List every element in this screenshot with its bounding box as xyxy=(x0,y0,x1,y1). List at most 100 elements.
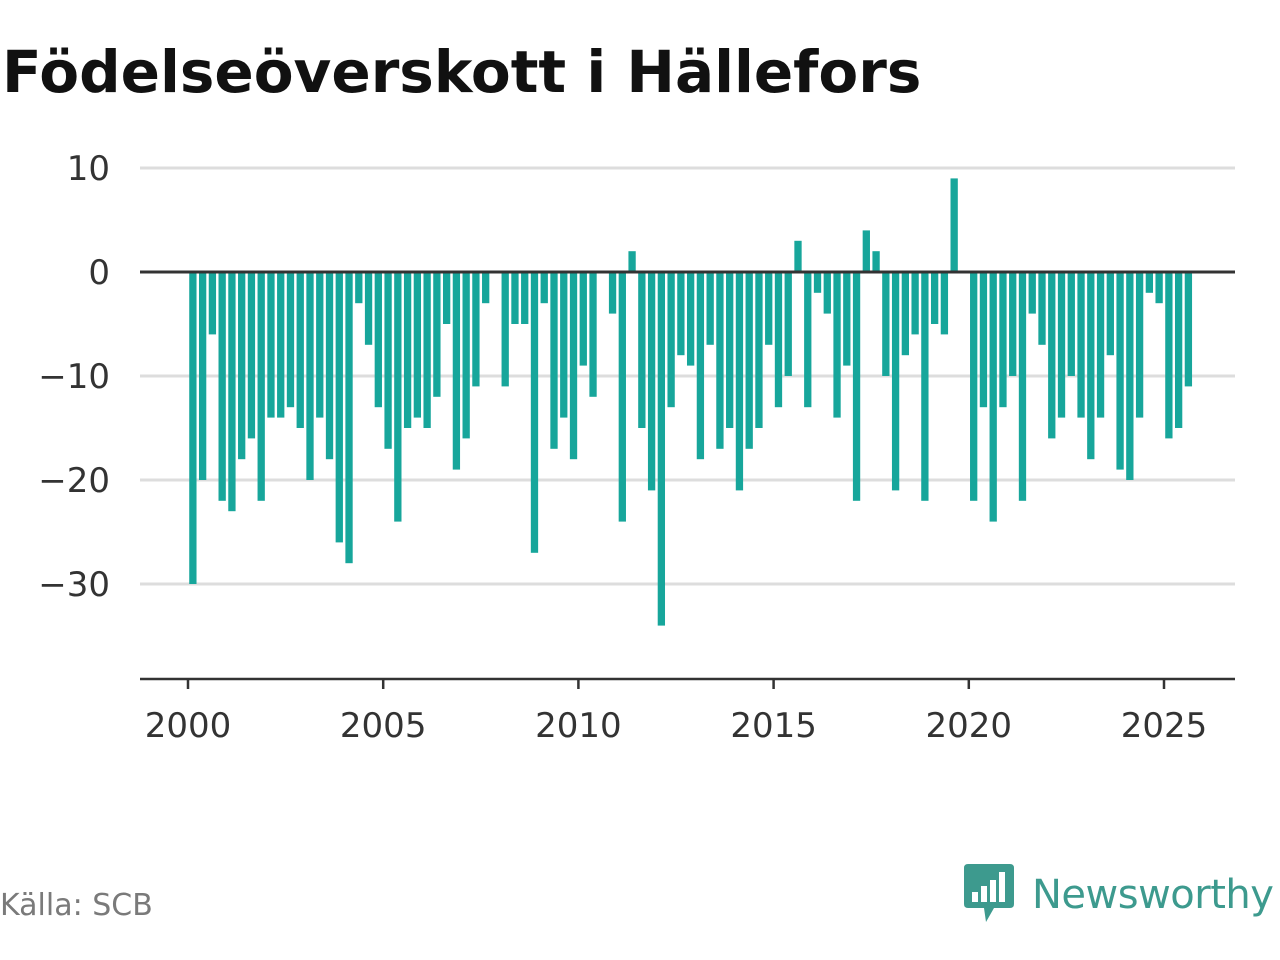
bar xyxy=(257,272,265,501)
bar xyxy=(345,272,353,564)
y-tick-label: −10 xyxy=(38,357,110,397)
bar xyxy=(1135,272,1144,418)
bar xyxy=(1174,272,1183,428)
bar xyxy=(686,272,695,366)
bar xyxy=(569,272,578,460)
bar xyxy=(1155,272,1163,304)
bar xyxy=(755,272,763,428)
bar xyxy=(716,272,724,449)
x-tick-label: 2005 xyxy=(340,706,427,746)
bar xyxy=(433,272,441,397)
bar xyxy=(316,272,324,418)
bar xyxy=(384,272,392,449)
bar xyxy=(511,272,519,324)
y-tick-label: 10 xyxy=(67,149,110,189)
bar xyxy=(1184,272,1193,387)
bar xyxy=(423,272,431,428)
bar xyxy=(238,272,246,460)
bar xyxy=(335,272,343,543)
bar xyxy=(921,272,929,501)
newsworthy-logo-icon xyxy=(964,864,1014,922)
bar xyxy=(442,272,451,324)
bar xyxy=(550,272,558,449)
bar xyxy=(618,272,626,522)
x-tick-label: 2025 xyxy=(1121,706,1208,746)
bar xyxy=(1028,272,1036,314)
bar xyxy=(413,272,422,418)
bar xyxy=(1126,272,1134,480)
bar-chart: 10 0 −10 −20 −30 2000 2005 2010 2015 2020 2025 xyxy=(38,149,1235,746)
bar xyxy=(1116,272,1124,470)
bar xyxy=(247,272,256,439)
bar xyxy=(950,178,958,272)
bar xyxy=(930,272,939,324)
bar xyxy=(726,272,734,428)
bar xyxy=(979,272,988,408)
bar xyxy=(872,251,880,272)
bar xyxy=(560,272,568,418)
bar xyxy=(267,272,275,418)
x-tick-label: 2010 xyxy=(535,706,622,746)
bar xyxy=(638,272,646,428)
bar xyxy=(794,240,802,272)
bar xyxy=(735,272,744,491)
bar xyxy=(745,272,753,449)
chart-title: Födelseöverskott i Hällefors xyxy=(2,38,922,106)
bar xyxy=(667,272,675,408)
bar xyxy=(364,272,373,345)
bar xyxy=(940,272,949,335)
bar xyxy=(589,272,597,397)
bar xyxy=(628,251,636,272)
bar xyxy=(579,272,587,366)
bar xyxy=(813,272,822,293)
x-tick-label: 2020 xyxy=(926,706,1013,746)
x-tick-label: 2000 xyxy=(145,706,232,746)
bar xyxy=(228,272,236,512)
bar xyxy=(1145,272,1154,293)
bar xyxy=(394,272,402,522)
bar xyxy=(306,272,314,480)
x-tick-label: 2015 xyxy=(730,706,817,746)
bar xyxy=(882,272,890,376)
bar xyxy=(1096,272,1105,418)
bar xyxy=(1106,272,1114,356)
bar xyxy=(1048,272,1056,439)
bar xyxy=(608,272,617,314)
y-tick-label: −30 xyxy=(38,565,110,605)
brand-name: Newsworthy xyxy=(1032,872,1274,918)
bar xyxy=(501,272,509,387)
bar xyxy=(277,272,285,418)
y-tick-label: −20 xyxy=(38,461,110,501)
bar xyxy=(1038,272,1046,345)
bar xyxy=(198,272,207,480)
bar xyxy=(530,272,539,553)
bar xyxy=(1067,272,1075,376)
bar xyxy=(355,272,363,304)
bar xyxy=(189,272,197,584)
bar xyxy=(452,272,461,470)
bar xyxy=(462,272,470,439)
bar xyxy=(774,272,783,408)
bar xyxy=(999,272,1007,408)
bar xyxy=(677,272,685,356)
bar xyxy=(970,272,978,501)
bar xyxy=(852,272,861,501)
bar xyxy=(1077,272,1085,418)
bar xyxy=(286,272,295,408)
bar xyxy=(657,272,666,626)
bar xyxy=(218,272,226,501)
source-label: Källa: SCB xyxy=(0,888,153,923)
bar xyxy=(843,272,851,366)
bar xyxy=(901,272,910,356)
bar xyxy=(911,272,919,335)
bar xyxy=(833,272,841,418)
y-tick-label: 0 xyxy=(88,253,110,293)
bar xyxy=(862,230,870,272)
bar xyxy=(696,272,705,460)
bar xyxy=(208,272,217,335)
bar xyxy=(647,272,656,491)
bar xyxy=(706,272,714,345)
bar xyxy=(989,272,997,522)
bar xyxy=(823,272,831,314)
bar xyxy=(784,272,792,376)
